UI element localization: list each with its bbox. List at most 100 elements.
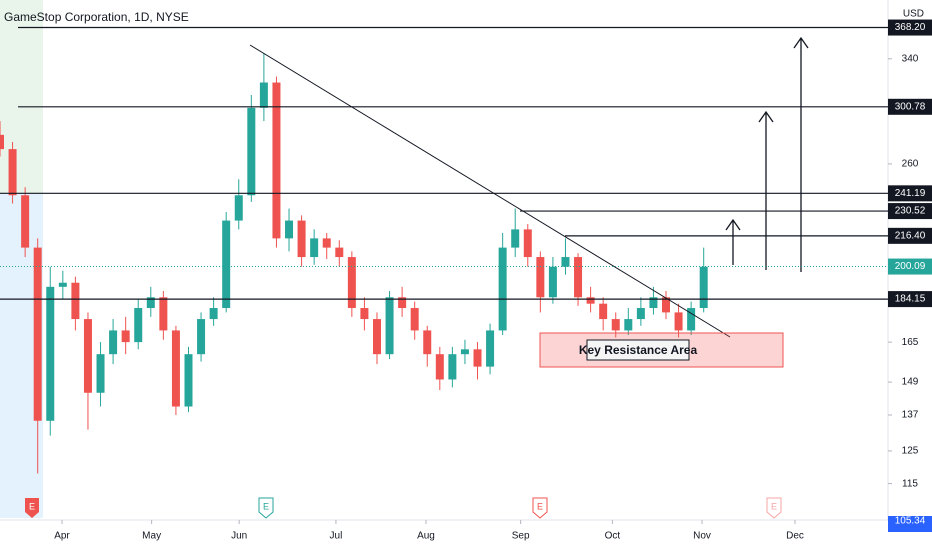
chart-title: GameStop Corporation, 1D, NYSE bbox=[4, 10, 189, 24]
annotation-box bbox=[586, 339, 690, 361]
candle-body bbox=[8, 149, 17, 196]
price-label: 300.78 bbox=[895, 101, 926, 112]
candle-body bbox=[171, 330, 180, 407]
price-label-bg bbox=[888, 227, 932, 244]
candle-body bbox=[511, 229, 520, 248]
candle-body bbox=[58, 282, 67, 287]
x-tick-label: Nov bbox=[693, 531, 711, 542]
candle-body bbox=[536, 257, 545, 298]
candle-body bbox=[159, 297, 168, 331]
y-tick-label: 115 bbox=[902, 478, 918, 489]
x-tick-label: Dec bbox=[786, 531, 804, 542]
x-tick-label: Jul bbox=[330, 531, 343, 542]
y-tick-label: 260 bbox=[902, 159, 919, 170]
candle-body bbox=[662, 297, 670, 313]
candle-body bbox=[486, 330, 495, 367]
candle-body bbox=[423, 330, 432, 355]
candle-body bbox=[146, 297, 155, 309]
candle-body bbox=[33, 247, 42, 421]
candle-body bbox=[0, 134, 4, 150]
candle-body bbox=[398, 297, 407, 309]
candle-body bbox=[272, 82, 281, 239]
candle-body bbox=[335, 247, 344, 258]
earnings-icon bbox=[258, 497, 274, 519]
range-shade bbox=[0, 0, 43, 193]
candle-body bbox=[674, 312, 683, 331]
price-label-bg bbox=[888, 516, 932, 532]
price-label-bg bbox=[888, 185, 932, 202]
candle-body bbox=[448, 354, 457, 380]
price-label-bg bbox=[888, 258, 932, 275]
price-label: 184.15 bbox=[895, 294, 926, 305]
y-tick-label: 165 bbox=[902, 337, 919, 348]
y-tick-label: 149 bbox=[902, 377, 919, 388]
candle-body bbox=[523, 229, 532, 258]
earnings-label: E bbox=[29, 501, 35, 511]
earnings-label: E bbox=[537, 501, 543, 511]
earnings-icon bbox=[25, 498, 39, 518]
candle-body bbox=[184, 354, 193, 407]
candle-body bbox=[247, 107, 256, 196]
price-label: 216.40 bbox=[895, 230, 926, 241]
candle-body bbox=[234, 195, 243, 221]
candle-body bbox=[197, 319, 206, 355]
earnings-label: E bbox=[263, 501, 269, 511]
candle-body bbox=[285, 220, 294, 239]
candle-body bbox=[435, 354, 444, 380]
candle-body bbox=[310, 238, 319, 258]
candle-body bbox=[134, 308, 143, 343]
earnings-label: E bbox=[771, 501, 777, 511]
candle-body bbox=[71, 282, 80, 320]
candle-body bbox=[586, 297, 595, 304]
x-tick-label: Jun bbox=[231, 531, 247, 542]
candle-body bbox=[624, 319, 633, 331]
candle-body bbox=[410, 308, 419, 331]
x-tick-label: May bbox=[142, 531, 161, 542]
price-label-bg bbox=[888, 19, 932, 36]
y-tick-label: 125 bbox=[902, 446, 919, 457]
candle-body bbox=[498, 247, 507, 331]
candle-body bbox=[636, 308, 645, 320]
price-label-bg bbox=[888, 203, 932, 220]
candle-body bbox=[687, 308, 696, 331]
candle-body bbox=[574, 257, 583, 298]
earnings-icon bbox=[532, 497, 548, 519]
earnings-markers: E E E E bbox=[25, 497, 782, 519]
y-tick-label: 137 bbox=[902, 410, 919, 421]
price-label: 230.52 bbox=[895, 206, 926, 217]
annotation: Key Resistance Area bbox=[579, 343, 698, 357]
candle-body bbox=[460, 349, 469, 355]
candle-body bbox=[548, 266, 557, 298]
candle-body bbox=[21, 195, 30, 248]
x-tick-label: Apr bbox=[54, 531, 70, 542]
candle-body bbox=[83, 319, 92, 393]
arrows bbox=[725, 36, 809, 272]
candle-body bbox=[372, 319, 381, 355]
price-label: 200.09 bbox=[895, 261, 926, 272]
candle-body bbox=[297, 220, 306, 258]
candle-body bbox=[385, 297, 394, 355]
price-label-bg bbox=[888, 98, 932, 115]
candle-body bbox=[259, 82, 268, 108]
candle-body bbox=[121, 330, 130, 343]
price-label: 368.20 bbox=[895, 22, 926, 33]
candle-body bbox=[611, 319, 620, 331]
x-tick-label: Sep bbox=[512, 531, 530, 542]
x-tick-label: Oct bbox=[605, 531, 621, 542]
candle-body bbox=[699, 266, 708, 309]
candle-body bbox=[561, 257, 570, 267]
price-label: 105.34 bbox=[895, 516, 926, 527]
y-tick-label: 340 bbox=[902, 53, 919, 64]
trend-line bbox=[249, 44, 731, 338]
candle-body bbox=[322, 238, 331, 248]
currency: USD bbox=[903, 9, 924, 20]
candle-body bbox=[209, 308, 218, 320]
candle-body bbox=[109, 330, 118, 355]
candle-body bbox=[222, 220, 231, 309]
candle-body bbox=[347, 257, 356, 309]
candle-body bbox=[46, 286, 55, 421]
candle-body bbox=[649, 297, 658, 309]
candle-body bbox=[360, 308, 369, 320]
candle-body bbox=[96, 354, 105, 393]
